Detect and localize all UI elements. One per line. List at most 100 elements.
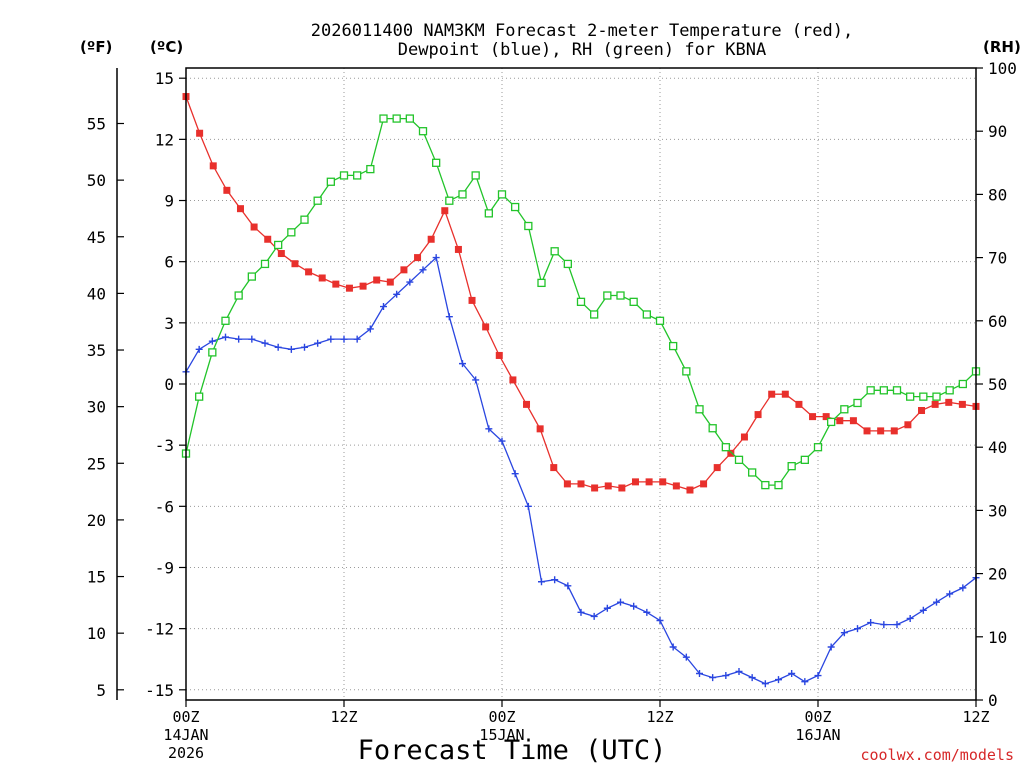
chart-title-line2: Dewpoint (blue), RH (green) for KBNA	[398, 40, 766, 60]
rh-point	[642, 310, 651, 319]
fahrenheit-unit-label: (ºF)	[80, 38, 112, 56]
rh-point	[326, 177, 335, 186]
rh-tick-label: 10	[988, 628, 1007, 647]
x-tick-date: 14JAN	[163, 726, 208, 744]
dewpoint-point	[274, 343, 282, 351]
dewpoint-point	[327, 335, 335, 343]
series-temperature	[182, 93, 980, 494]
dewpoint-point	[643, 608, 651, 616]
rh-tick-label: 70	[988, 249, 1007, 268]
temperature-point	[196, 129, 204, 137]
x-tick-label: 00Z	[804, 708, 831, 726]
series-dewpoint	[182, 254, 980, 688]
temperature-point	[482, 323, 490, 331]
rh-tick-label: 0	[988, 691, 998, 710]
rh-point	[208, 348, 217, 357]
x-tick-date: 15JAN	[479, 726, 524, 744]
celsius-tick-label: 15	[155, 69, 174, 88]
temperature-point	[809, 413, 817, 421]
dewpoint-point	[775, 676, 782, 684]
dewpoint-point	[946, 590, 954, 598]
temperature-point	[836, 417, 844, 425]
temperature-point	[945, 398, 953, 406]
celsius-tick-label: 0	[164, 375, 174, 394]
dewpoint-point	[393, 290, 401, 298]
rh-tick-label: 30	[988, 501, 1007, 520]
dewpoint-point	[248, 335, 256, 343]
temperature-point	[795, 400, 803, 408]
rh-point	[484, 209, 493, 218]
dewpoint-point	[933, 598, 940, 606]
x-tick-label: 12Z	[962, 708, 989, 726]
temperature-point	[659, 478, 667, 486]
rh-point	[616, 291, 625, 300]
rh-unit-label: (RH)	[983, 38, 1021, 56]
dewpoint-point	[722, 672, 730, 680]
dewpoint-point	[748, 674, 756, 682]
temperature-point	[604, 482, 612, 490]
dewpoint-point	[498, 437, 506, 445]
temperature-point	[468, 296, 476, 304]
x-tick-label: 00Z	[488, 708, 515, 726]
temperature-point	[264, 235, 272, 243]
fahrenheit-tick-label: 20	[87, 511, 106, 530]
temperature-point	[781, 390, 789, 398]
chart-title-line1: 2026011400 NAM3KM Forecast 2-meter Tempe…	[311, 21, 853, 41]
dewpoint-point	[287, 345, 295, 353]
temperature-point	[863, 427, 871, 435]
fahrenheit-tick-label: 50	[87, 171, 106, 190]
temperature-point	[672, 482, 680, 490]
fahrenheit-tick-label: 35	[87, 341, 106, 360]
dewpoint-point	[432, 254, 440, 262]
fahrenheit-tick-label: 10	[87, 624, 106, 643]
celsius-tick-label: 9	[164, 192, 174, 211]
rh-point	[221, 316, 230, 325]
temperature-point	[250, 223, 258, 231]
rh-point	[655, 316, 665, 325]
dewpoint-point	[235, 335, 243, 343]
temperature-point	[890, 427, 898, 435]
celsius-tick-label: -3	[155, 436, 174, 455]
rh-point	[945, 386, 954, 395]
rh-point	[576, 297, 586, 306]
celsius-tick-label: -15	[145, 681, 174, 700]
temperature-point	[631, 478, 639, 486]
dewpoint-point	[788, 669, 796, 677]
temperature-point	[877, 427, 885, 435]
celsius-tick-label: 6	[164, 253, 174, 272]
temperature-point	[454, 245, 462, 253]
x-tick-year: 2026	[168, 744, 204, 762]
fahrenheit-tick-label: 40	[87, 284, 106, 303]
temperature-point	[686, 486, 694, 494]
series-rh	[181, 114, 981, 490]
temperature-point	[591, 484, 599, 492]
rh-point	[853, 398, 862, 408]
celsius-tick-label: 3	[164, 314, 174, 333]
rh-point	[708, 424, 717, 433]
rh-point	[195, 392, 204, 401]
rh-point	[418, 127, 428, 136]
rh-point	[392, 114, 401, 123]
rh-point	[234, 291, 243, 300]
rh-point	[734, 455, 744, 464]
rh-point	[932, 392, 941, 401]
rh-point	[300, 215, 309, 224]
temperature-point	[931, 400, 939, 408]
temperature-point	[332, 280, 340, 288]
dewpoint-point	[696, 669, 703, 677]
rh-point	[287, 228, 296, 237]
dewpoint-point	[827, 643, 835, 651]
dewpoint-point	[261, 339, 269, 347]
dewpoint-point	[524, 502, 532, 510]
temperature-point	[740, 433, 748, 441]
rh-point	[247, 272, 256, 281]
temperature-point	[536, 425, 544, 433]
rh-tick-label: 50	[988, 375, 1007, 394]
dewpoint-point	[893, 621, 901, 629]
dewpoint-point	[919, 606, 927, 614]
dewpoint-point	[366, 325, 374, 333]
rh-tick-label: 20	[988, 565, 1007, 584]
rh-point	[682, 367, 691, 376]
dewpoint-point	[880, 621, 888, 629]
